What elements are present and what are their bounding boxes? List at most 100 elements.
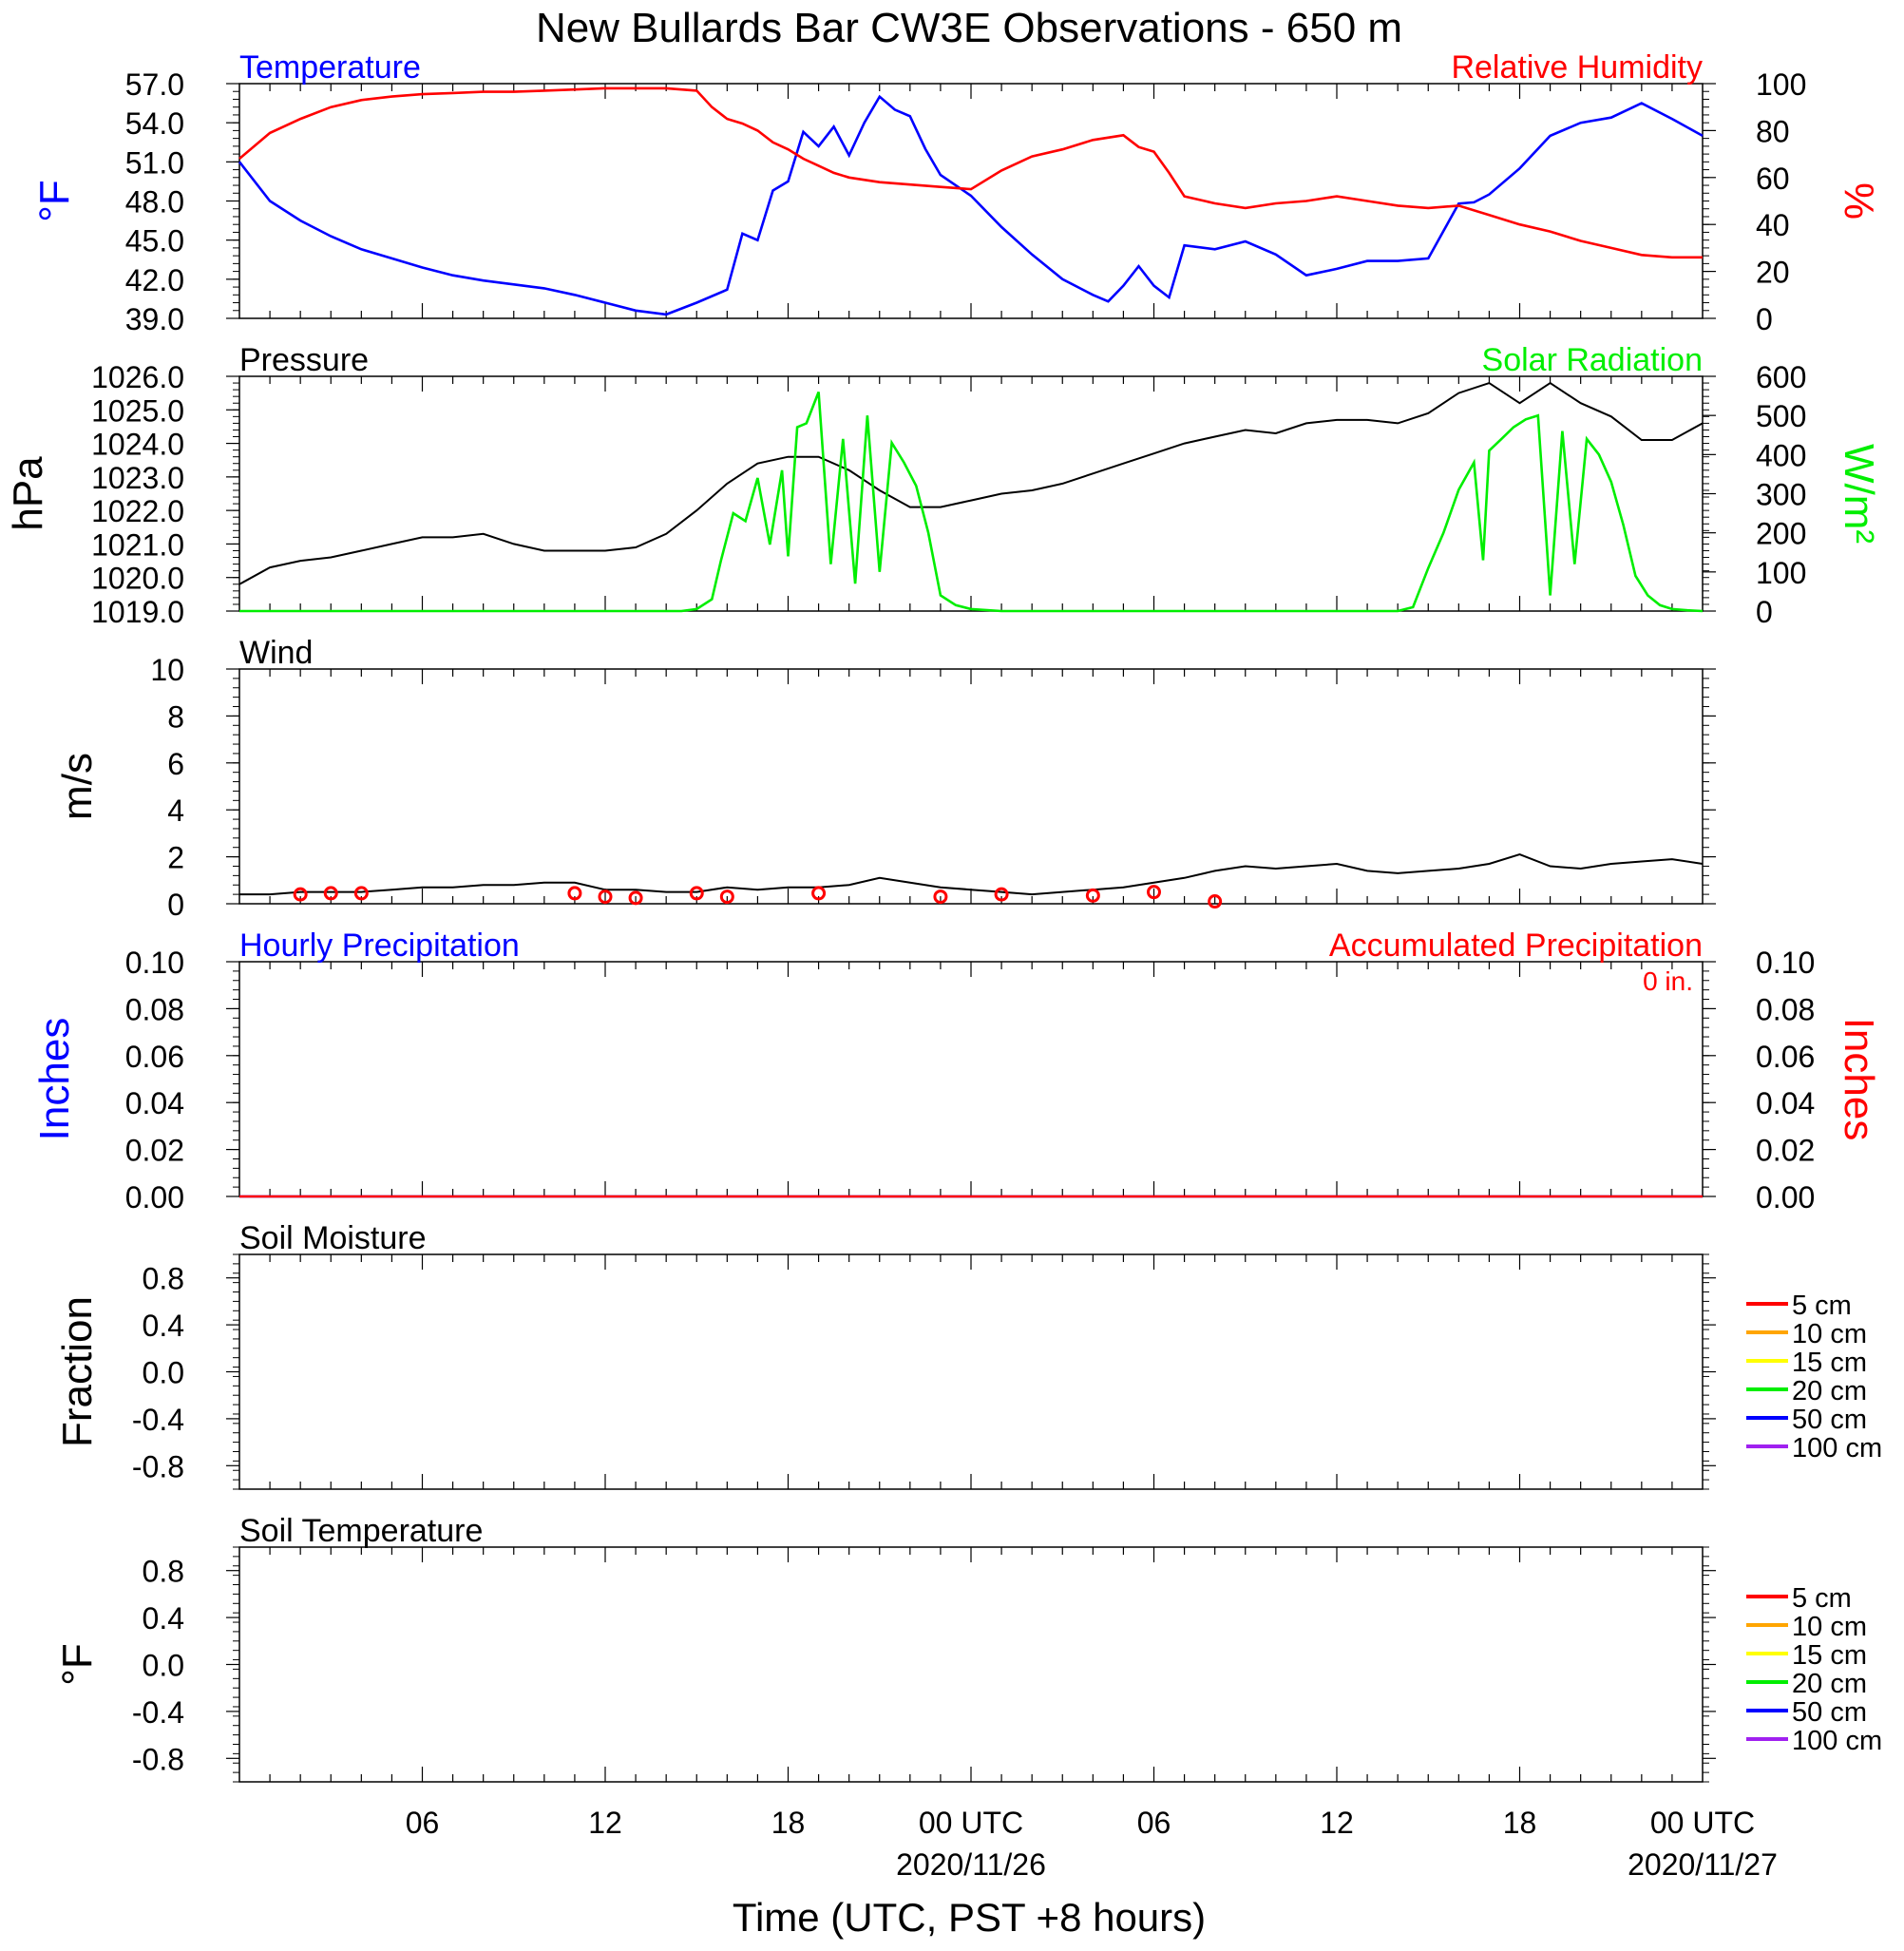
panel-temperature_humidity: 57.0 54.0 51.0 48.0 45.0 42.0 39.0 100 80 60 40 20 0…: [31, 49, 1882, 336]
y-tick-label-left: 1025.0: [91, 393, 184, 428]
panel-pressure_solar: 1026.01025.01024.01023.01022.01021.01020…: [5, 342, 1882, 629]
y-tick-label-left: 1023.0: [91, 461, 184, 495]
y-tick-label-left: -0.4: [132, 1695, 184, 1730]
y-tick-label-left: 0.0: [143, 1356, 184, 1390]
panels-group: 57.054.051.048.045.042.039.0100806040200…: [5, 49, 1882, 1783]
y-tick-label-left: 0.8: [143, 1262, 184, 1296]
y-tick-label-left: 0.06: [125, 1040, 184, 1074]
calm-wind-marker: [628, 890, 643, 906]
calm-wind-marker: [689, 886, 704, 901]
x-tick-label: 12: [588, 1806, 622, 1840]
legend-label: 100 cm: [1792, 1433, 1882, 1463]
y-tick-label-left: 45.0: [125, 224, 184, 258]
y-tick-label-left: 1021.0: [91, 527, 184, 562]
x-date-label: 2020/11/26: [896, 1847, 1046, 1882]
calm-wind-marker: [353, 886, 369, 901]
y-tick-label-left: 1019.0: [91, 595, 184, 629]
y-tick-label-right: 300: [1756, 478, 1806, 512]
legend-label: 20 cm: [1792, 1376, 1867, 1406]
y-tick-label-right: 0: [1756, 595, 1773, 629]
y-tick-label-right: 40: [1756, 208, 1790, 242]
x-axis-label: Time (UTC, PST +8 hours): [733, 1895, 1206, 1940]
panel-frame: [238, 375, 1704, 612]
panel-title-left: Pressure: [239, 342, 369, 378]
y-axis-label-right: %: [1836, 182, 1882, 220]
legend-label: 50 cm: [1792, 1697, 1867, 1728]
chart-title: New Bullards Bar CW3E Observations - 650…: [536, 5, 1402, 51]
x-tick-label: 12: [1320, 1806, 1354, 1840]
y-tick-label-left: 0.4: [143, 1601, 184, 1635]
series-line: [239, 853, 1704, 896]
y-tick-label-right: 500: [1756, 399, 1806, 433]
calm-wind-marker: [598, 889, 613, 905]
legend-label: 50 cm: [1792, 1405, 1867, 1435]
y-axis-label-left: hPa: [5, 456, 51, 531]
y-tick-label-left: 1022.0: [91, 494, 184, 528]
panel-title-right: Accumulated Precipitation: [1329, 928, 1703, 964]
y-tick-label-left: 0.4: [143, 1309, 184, 1343]
legend-label: 15 cm: [1792, 1640, 1867, 1671]
panel-title-left: Soil Temperature: [239, 1513, 483, 1549]
y-tick-label-left: 42.0: [125, 263, 184, 297]
y-tick-label-left: 0: [167, 888, 184, 922]
legend-label: 10 cm: [1792, 1319, 1867, 1349]
series-line: [238, 381, 1704, 585]
x-tick-label: 06: [1137, 1806, 1171, 1840]
panel-frame: [238, 1253, 1704, 1490]
legend-label: 100 cm: [1792, 1726, 1882, 1756]
y-tick-label-left: 8: [167, 699, 184, 734]
y-tick-label-left: 0.0: [143, 1649, 184, 1683]
y-tick-label-left: 0.02: [125, 1134, 184, 1168]
calm-wind-marker: [323, 886, 338, 901]
y-tick-label-left: 1020.0: [91, 562, 184, 596]
panel-annotation: 0 in.: [1643, 966, 1693, 996]
y-axis-label-left: °F: [31, 180, 78, 221]
y-tick-label-left: 0.8: [143, 1555, 184, 1589]
y-tick-label-left: 1026.0: [91, 360, 184, 394]
y-tick-label-right: 600: [1756, 360, 1806, 394]
y-tick-label-left: 0.00: [125, 1180, 184, 1215]
panel-soil_moisture: 0.8 0.4 0.0 -0.4 -0.8 Soil Moisture Fraction 5 …: [54, 1220, 1882, 1490]
y-tick-label-right: 400: [1756, 438, 1806, 472]
calm-wind-marker: [293, 887, 308, 902]
panel-title-left: Hourly Precipitation: [239, 928, 520, 964]
calm-wind-marker: [811, 886, 827, 901]
series-line: [238, 94, 1704, 316]
y-axis-label-right: W/m²: [1836, 444, 1882, 544]
y-tick-label-left: -0.4: [132, 1403, 184, 1437]
y-tick-label-left: -0.8: [132, 1449, 184, 1483]
y-tick-label-right: 200: [1756, 517, 1806, 551]
y-tick-label-right: 20: [1756, 256, 1790, 290]
y-tick-label-left: 0.08: [125, 992, 184, 1026]
x-tick-label: 18: [1503, 1806, 1537, 1840]
panel-wind: 10 8 6 4 2 0 Wind m/s: [54, 635, 1716, 922]
y-tick-label-left: 2: [167, 841, 184, 875]
legend-label: 15 cm: [1792, 1348, 1867, 1378]
x-tick-label: 18: [771, 1806, 806, 1840]
y-tick-label-left: 51.0: [125, 145, 184, 180]
y-tick-label-right: 0.00: [1756, 1180, 1815, 1215]
y-tick-label-left: 0.04: [125, 1086, 184, 1120]
legend-label: 5 cm: [1792, 1583, 1852, 1614]
y-tick-label-left: 48.0: [125, 185, 184, 220]
y-tick-label-right: 100: [1756, 67, 1806, 102]
y-tick-label-left: 54.0: [125, 106, 184, 141]
series-line: [239, 392, 1704, 613]
y-tick-label-left: 0.10: [125, 946, 184, 980]
y-tick-label-left: 57.0: [125, 67, 184, 102]
calm-wind-marker: [994, 887, 1009, 902]
series-line: [238, 86, 1703, 259]
legend-label: 10 cm: [1792, 1612, 1867, 1642]
time-axis: 06 12 18 00 UTC 2020/11/26 06 12 18 00 UTC 2020/1…: [406, 1806, 1778, 1882]
calm-wind-marker: [1147, 885, 1161, 900]
y-tick-label-right: 0.08: [1756, 992, 1815, 1026]
x-tick-label: 06: [406, 1806, 440, 1840]
panel-title-left: Soil Moisture: [239, 1220, 427, 1256]
calm-wind-marker: [933, 889, 948, 905]
y-tick-label-left: 10: [150, 653, 184, 687]
panel-precipitation: 0.10 0.08 0.06 0.04 0.02 0.00 0.10 0.08 0.06 0.04…: [31, 928, 1882, 1215]
panel-frame: [238, 1546, 1704, 1783]
y-tick-label-right: 0.04: [1756, 1086, 1815, 1120]
y-tick-label-right: 0.02: [1756, 1134, 1815, 1168]
